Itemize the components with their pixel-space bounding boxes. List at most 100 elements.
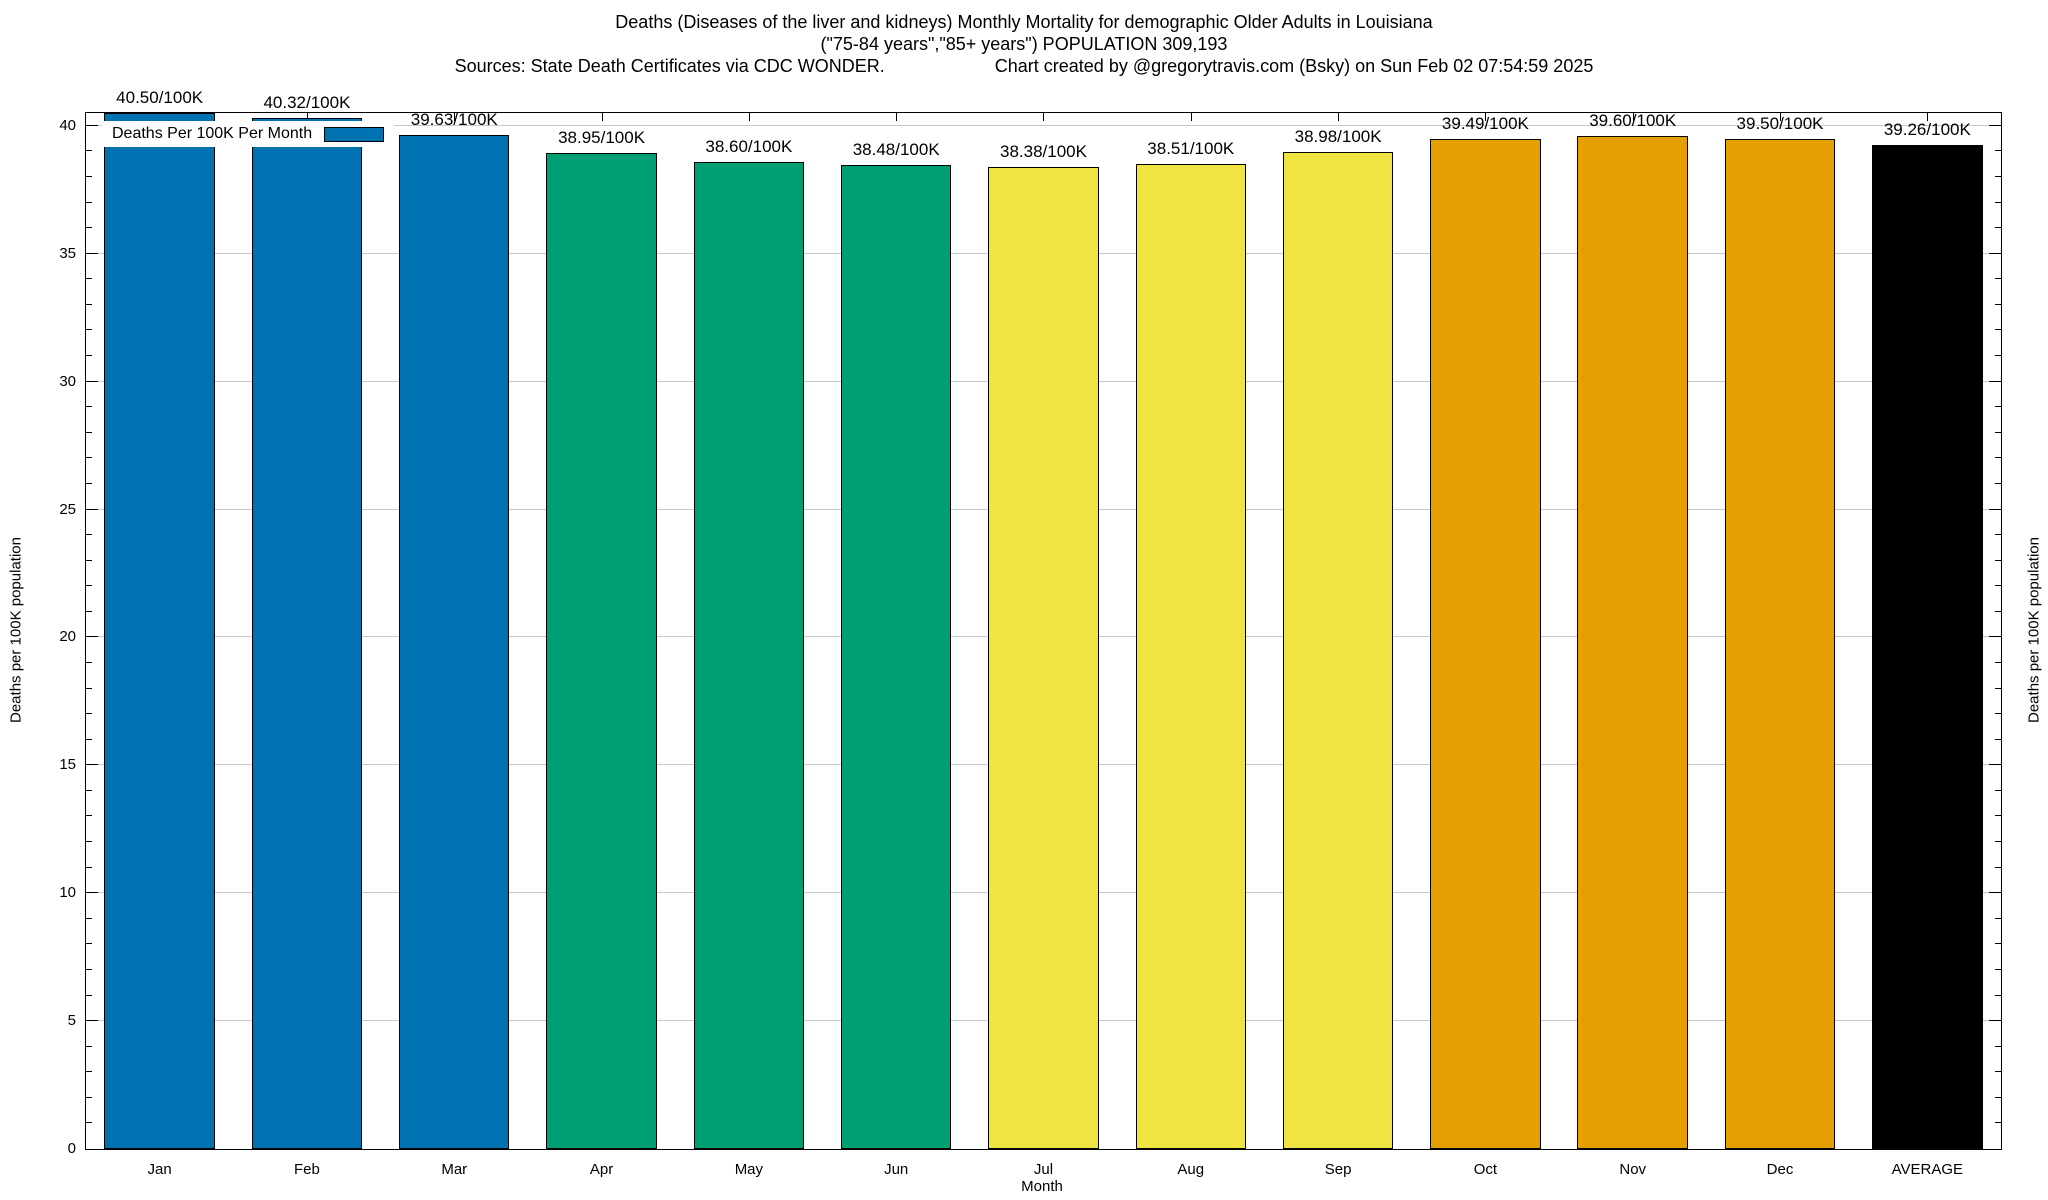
x-tick-label-mar: Mar <box>441 1161 468 1178</box>
y-tick-right-19 <box>1995 661 2001 663</box>
y-tick-left-2 <box>86 1096 92 1098</box>
y-tick-right-21 <box>1995 610 2001 612</box>
x-tick-label-aug: Aug <box>1177 1161 1205 1178</box>
bar-jan <box>104 113 215 1149</box>
chart-title: Deaths (Diseases of the liver and kidney… <box>615 12 1433 32</box>
y-tick-left-22 <box>86 585 92 587</box>
bar-value-label-may: 38.60/100K <box>705 136 793 156</box>
gridline-40 <box>86 124 2001 126</box>
y-tick-right-10 <box>1989 892 2001 894</box>
y-tick-right-15 <box>1989 764 2001 766</box>
y-tick-left-11 <box>86 866 92 868</box>
bar-value-label-apr: 38.95/100K <box>558 127 646 147</box>
y-tick-right-35 <box>1989 252 2001 254</box>
x-tick-top-average <box>1927 113 1929 121</box>
y-tick-left-28 <box>86 431 92 433</box>
y-tick-left-5 <box>86 1020 98 1022</box>
bar-slot-aug: 38.51/100K Aug <box>1117 113 1264 1178</box>
y-tick-right-8 <box>1995 943 2001 945</box>
chart-subtitle: ("75-84 years","85+ years") POPULATION 3… <box>820 34 1228 54</box>
bar-slot-may: 38.60/100K May <box>675 113 822 1178</box>
y-tick-left-39 <box>86 150 92 152</box>
y-tick-label-5: 5 <box>67 1012 76 1030</box>
y-tick-left-10 <box>86 892 98 894</box>
y-tick-left-30 <box>86 380 98 382</box>
y-tick-right-9 <box>1995 917 2001 919</box>
bar-slot-nov: 39.60/100K Nov <box>1559 111 1706 1178</box>
y-tick-left-34 <box>86 278 92 280</box>
x-tick-top-apr <box>601 113 603 121</box>
y-tick-left-9 <box>86 917 92 919</box>
bar-value-label-mar: 39.63/100K <box>410 110 498 130</box>
y-tick-left-26 <box>86 482 92 484</box>
y-tick-right-32 <box>1995 329 2001 331</box>
y-tick-label-0: 0 <box>67 1140 76 1157</box>
y-tick-left-35 <box>86 252 98 254</box>
bar-aug <box>1135 163 1247 1149</box>
y-tick-right-38 <box>1995 175 2001 177</box>
bar-value-label-nov: 39.60/100K <box>1589 111 1677 131</box>
y-tick-left-25 <box>86 508 98 510</box>
y-tick-right-27 <box>1995 457 2001 459</box>
y-tick-right-16 <box>1995 738 2001 740</box>
y-tick-right-37 <box>1995 201 2001 203</box>
y-tick-left-40 <box>86 124 98 126</box>
y-tick-label-25: 25 <box>59 500 76 518</box>
bar-value-label-jun: 38.48/100K <box>852 139 940 159</box>
y-tick-left-31 <box>86 355 92 357</box>
y-tick-right-23 <box>1995 559 2001 561</box>
bar-slot-average: 39.26/100K AVERAGE <box>1854 113 2001 1178</box>
bar-slot-jun: 38.48/100K Jun <box>823 113 970 1178</box>
y-tick-left-33 <box>86 303 92 305</box>
bar-value-label-jan: 40.50/100K <box>116 88 204 107</box>
bar-may <box>693 161 805 1149</box>
y-tick-left-27 <box>86 457 92 459</box>
y-tick-right-12 <box>1995 841 2001 843</box>
bar-apr <box>546 152 657 1149</box>
bar-mar <box>399 135 510 1149</box>
y-tick-left-37 <box>86 201 92 203</box>
bar-oct <box>1430 138 1541 1149</box>
bar-value-label-sep: 38.98/100K <box>1294 126 1382 146</box>
bar-jul <box>988 167 1099 1149</box>
y-tick-left-21 <box>86 610 92 612</box>
bar-dec <box>1724 138 1836 1149</box>
bar-slot-feb: 40.32/100K Feb <box>233 93 380 1178</box>
bar-value-label-aug: 38.51/100K <box>1147 138 1235 158</box>
x-tick-top-dec <box>1780 113 1782 121</box>
y-tick-left-1 <box>86 1122 92 1124</box>
y-tick-right-5 <box>1989 1020 2001 1022</box>
y-tick-left-3 <box>86 1071 92 1073</box>
y-tick-right-22 <box>1995 585 2001 587</box>
x-tick-label-apr: Apr <box>589 1161 614 1178</box>
x-tick-top-feb <box>306 113 308 121</box>
credit-text: Chart created by @gregorytravis.com (Bsk… <box>994 56 1594 76</box>
y-tick-right-17 <box>1995 713 2001 715</box>
y-tick-left-4 <box>86 1045 92 1047</box>
y-tick-label-10: 10 <box>59 884 76 902</box>
bar-value-label-oct: 39.49/100K <box>1441 113 1529 133</box>
y-tick-left-12 <box>86 841 92 843</box>
y-tick-right-36 <box>1995 227 2001 229</box>
bar-average <box>1872 144 1983 1149</box>
y-tick-left-18 <box>86 687 92 689</box>
y-tick-right-4 <box>1995 1045 2001 1047</box>
x-axis-label: Month <box>1021 1178 1063 1195</box>
x-tick-label-may: May <box>734 1161 764 1178</box>
y-tick-right-39 <box>1995 150 2001 152</box>
bar-slot-oct: 39.49/100K Oct <box>1412 113 1559 1178</box>
x-tick-top-jun <box>896 113 898 121</box>
y-tick-left-16 <box>86 738 92 740</box>
y-tick-right-20 <box>1989 636 2001 638</box>
x-tick-top-aug <box>1190 113 1192 121</box>
bar-value-label-average: 39.26/100K <box>1883 119 1971 139</box>
x-tick-label-sep: Sep <box>1324 1161 1352 1178</box>
legend: Deaths Per 100K Per Month <box>102 121 395 147</box>
x-tick-label-dec: Dec <box>1766 1161 1794 1178</box>
y-tick-left-38 <box>86 175 92 177</box>
y-tick-right-30 <box>1989 380 2001 382</box>
y-tick-left-29 <box>86 406 92 408</box>
y-tick-left-7 <box>86 968 92 970</box>
y-tick-right-28 <box>1995 431 2001 433</box>
x-tick-top-oct <box>1485 113 1487 121</box>
